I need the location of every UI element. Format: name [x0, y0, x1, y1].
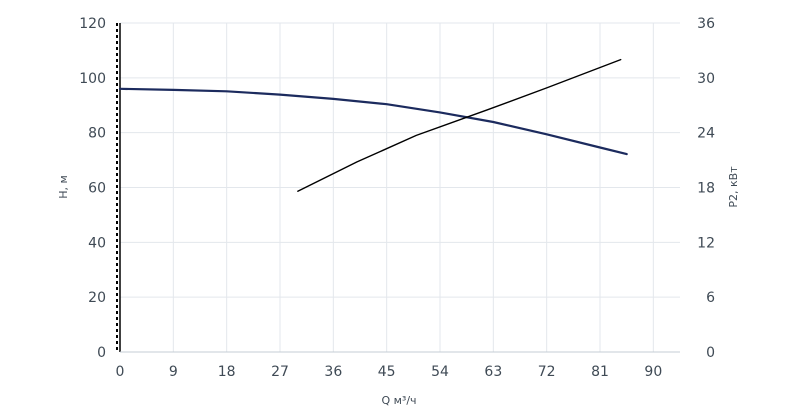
grid-layer	[120, 22, 680, 352]
left-y-tick-label: 40	[88, 235, 106, 251]
x-tick-label: 0	[116, 364, 125, 380]
right-y-tick-label: 30	[697, 71, 715, 87]
right-y-tick-label: 12	[697, 235, 715, 251]
left-y-tick-label: 60	[88, 181, 106, 197]
labels-layer: Q м³/ч H, м P2, кВт 0 9 18 27 36 45 54 63 72 81 90…	[57, 16, 740, 407]
right-y-tick-label: 0	[706, 345, 715, 361]
right-y-axis-title: P2, кВт	[727, 166, 740, 208]
axes-layer	[116, 23, 680, 353]
right-y-tick-label: 24	[697, 126, 715, 142]
left-y-tick-label: 80	[88, 126, 106, 142]
x-tick-label: 36	[324, 364, 342, 380]
x-tick-label: 54	[431, 364, 449, 380]
left-y-tick-label: 100	[79, 71, 106, 87]
head-curve-line	[118, 87, 628, 156]
x-axis-title: Q м³/ч	[381, 394, 416, 407]
left-y-tick-label: 120	[79, 16, 106, 32]
power-curve-line	[297, 58, 622, 192]
right-y-tick-label: 36	[697, 16, 715, 32]
x-tick-label: 18	[218, 364, 236, 380]
x-tick-label: 63	[484, 364, 502, 380]
left-y-tick-label: 20	[88, 290, 106, 306]
x-tick-label: 90	[644, 364, 662, 380]
x-tick-label: 81	[591, 364, 609, 380]
left-y-axis-title: H, м	[57, 175, 70, 199]
left-y-tick-label: 0	[97, 345, 106, 361]
right-y-tick-label: 18	[697, 181, 715, 197]
x-tick-label: 45	[378, 364, 396, 380]
right-y-tick-label: 6	[706, 290, 715, 306]
x-tick-label: 72	[538, 364, 556, 380]
x-tick-label: 9	[169, 364, 178, 380]
series-layer	[118, 58, 628, 192]
x-tick-label: 27	[271, 364, 289, 380]
